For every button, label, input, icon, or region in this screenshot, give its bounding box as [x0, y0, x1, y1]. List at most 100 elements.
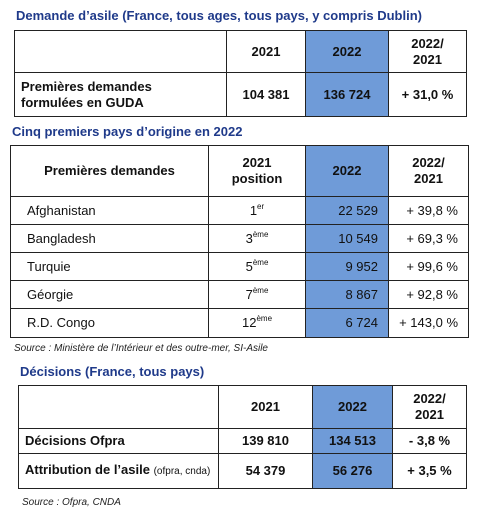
- cell-text: - 3,8 %: [408, 433, 451, 448]
- table-cell: 139 810: [218, 428, 313, 454]
- table-cell: 134 513: [312, 428, 393, 454]
- data-table: 2021 2022 2022/ 2021 Décisions Ofpra 139 810…: [18, 385, 467, 489]
- cell-text: + 39,8 %: [406, 202, 458, 218]
- header-cell: 2022: [305, 30, 389, 73]
- cell-text: + 99,6 %: [406, 258, 458, 274]
- table-cell: 10 549: [305, 224, 389, 253]
- cell-text: R.D. Congo: [27, 315, 95, 330]
- table-cell: Bangladesh: [10, 224, 209, 253]
- cell-text: 2021 position: [231, 155, 283, 186]
- header-row: 2021 2022 2022/ 2021: [14, 30, 467, 73]
- table-cell: Afghanistan: [10, 196, 209, 225]
- table-cell: 5ème: [208, 252, 306, 281]
- table-row: Turquie 5ème 9 952 + 99,6 %: [10, 252, 469, 281]
- cell-text: 12: [241, 315, 257, 330]
- cell-text: Afghanistan: [27, 202, 96, 218]
- table-row: Premières demandes formulées en GUDA 104 …: [14, 72, 467, 117]
- cell-text: Premières demandes formulées en GUDA: [21, 78, 152, 110]
- cell-text: 56 276: [332, 463, 373, 478]
- table-row: Afghanistan 1er 22 529 + 39,8 %: [10, 196, 469, 225]
- header-cell: 2021: [226, 30, 306, 73]
- table-cell: 8 867: [305, 280, 389, 309]
- cell-text: 2022/ 2021: [411, 35, 444, 67]
- table-cell: Géorgie: [10, 280, 209, 309]
- cell-text: 136 724: [323, 86, 371, 102]
- header-cell: 2022/ 2021: [388, 145, 469, 197]
- superscript: ème: [256, 314, 273, 323]
- superscript: er: [257, 201, 265, 211]
- table-cell: + 69,3 %: [388, 224, 469, 253]
- header-row: Premières demandes 2021 position 2022 2022/…: [10, 145, 469, 197]
- table-cell: 6 724: [305, 308, 389, 338]
- cell-text: 2022: [338, 399, 367, 414]
- cell-text: 2022/ 2021: [413, 391, 446, 422]
- table-row: R.D. Congo 12ème 6 724 + 143,0 %: [10, 308, 469, 338]
- cell-text: + 69,3 %: [406, 230, 458, 246]
- table-cell: Attribution de l’asile (ofpra, cnda): [18, 453, 219, 489]
- table-row: Attribution de l’asile (ofpra, cnda) 54 3…: [18, 453, 467, 489]
- superscript: ème: [252, 285, 269, 295]
- table-cell: 22 529: [305, 196, 389, 225]
- table-cell: Premières demandes formulées en GUDA: [14, 72, 227, 117]
- header-row: 2021 2022 2022/ 2021: [18, 385, 467, 429]
- table-cell: 104 381: [226, 72, 306, 117]
- cell-label: Attribution de l’asile: [25, 462, 150, 477]
- cell-text: 104 381: [242, 86, 290, 102]
- table-cell: - 3,8 %: [392, 428, 467, 454]
- cell-text: + 31,0 %: [401, 86, 454, 102]
- data-table: 2021 2022 2022/ 2021 Premières demandes for…: [14, 30, 467, 117]
- header-cell: 2022/ 2021: [392, 385, 467, 429]
- header-cell: [18, 385, 219, 429]
- cell-text: 2022/ 2021: [412, 155, 445, 186]
- table-cell: 9 952: [305, 252, 389, 281]
- section-title: Décisions (France, tous pays): [20, 364, 205, 379]
- cell-text: 2021: [251, 399, 280, 414]
- header-cell: [14, 30, 227, 73]
- cell-text: 2021: [251, 43, 281, 59]
- cell-text: 134 513: [329, 433, 376, 448]
- table-cell: R.D. Congo: [10, 308, 209, 338]
- table-row: Décisions Ofpra 139 810 134 513 - 3,8 %: [18, 428, 467, 454]
- cell-text: 54 379: [245, 463, 286, 478]
- section-title: Cinq premiers pays d’origine en 2022: [12, 124, 243, 139]
- table-cell: + 31,0 %: [388, 72, 467, 117]
- table-cell: Turquie: [10, 252, 209, 281]
- section-title: Demande d’asile (France, tous ages, tous…: [16, 8, 422, 23]
- cell-text: 6 724: [345, 315, 378, 330]
- cell-text: 139 810: [242, 433, 289, 448]
- cell-text: + 92,8 %: [406, 286, 458, 302]
- header-cell: 2021 position: [208, 145, 306, 197]
- cell-text: Premières demandes: [44, 163, 175, 178]
- source-note: Source : Ofpra, CNDA: [22, 497, 121, 508]
- table-cell: 12ème: [208, 308, 306, 338]
- cell-text: + 143,0 %: [399, 315, 458, 330]
- header-cell: 2022: [305, 145, 389, 197]
- cell-text: Turquie: [27, 258, 71, 274]
- cell-note: (ofpra, cnda): [153, 466, 211, 477]
- table-cell: 3ème: [208, 224, 306, 253]
- cell-text: 2022: [332, 43, 362, 59]
- table-cell: 54 379: [218, 453, 313, 489]
- superscript: ème: [252, 229, 269, 239]
- table-cell: + 39,8 %: [388, 196, 469, 225]
- header-cell: 2022/ 2021: [388, 30, 467, 73]
- table-cell: 56 276: [312, 453, 393, 489]
- cell-text: Bangladesh: [27, 230, 96, 246]
- cell-text: 2022: [332, 163, 362, 178]
- header-cell: Premières demandes: [10, 145, 209, 197]
- table-row: Géorgie 7ème 8 867 + 92,8 %: [10, 280, 469, 309]
- cell-text: 5: [245, 258, 253, 274]
- cell-text: 1: [249, 202, 258, 218]
- source-note: Source : Ministère de l’Intérieur et des…: [14, 343, 268, 354]
- cell-text: 7: [245, 286, 253, 302]
- data-table: Premières demandes 2021 position 2022 2022/…: [10, 145, 469, 338]
- cell-text: + 3,5 %: [407, 463, 452, 478]
- header-cell: 2022: [312, 385, 393, 429]
- cell-text: 8 867: [345, 286, 378, 302]
- cell-text: Géorgie: [27, 286, 74, 302]
- table-row: Bangladesh 3ème 10 549 + 69,3 %: [10, 224, 469, 253]
- table-cell: Décisions Ofpra: [18, 428, 219, 454]
- table-cell: + 92,8 %: [388, 280, 469, 309]
- table-cell: 1er: [208, 196, 306, 225]
